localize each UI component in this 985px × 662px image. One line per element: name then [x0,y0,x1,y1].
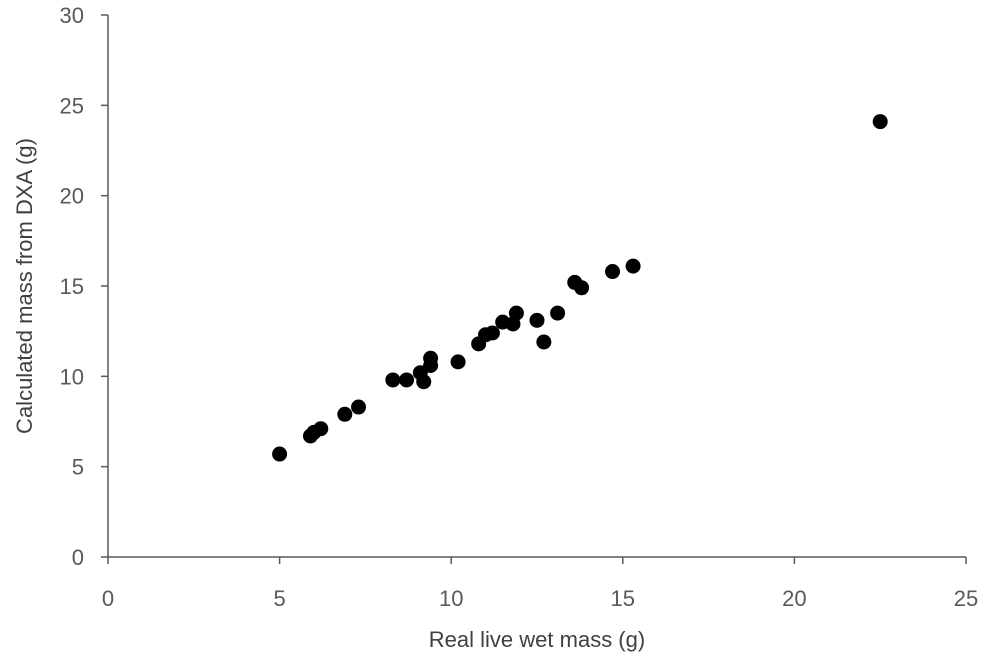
x-tick-label: 25 [954,586,978,611]
data-point [872,114,888,130]
y-tick-label: 20 [60,184,84,209]
data-point [574,280,590,296]
data-point [450,354,466,370]
data-point [423,350,439,366]
x-axis-title: Real live wet mass (g) [429,627,645,652]
x-tick-label: 5 [273,586,285,611]
y-tick-label: 10 [60,364,84,389]
data-point [313,421,329,437]
x-tick-label: 0 [102,586,114,611]
data-points [272,114,888,462]
data-point [536,334,552,350]
data-point [351,399,367,415]
data-point [625,258,641,274]
data-point [529,312,545,328]
x-tick-label: 20 [782,586,806,611]
axes [107,15,966,558]
data-point [337,406,353,422]
y-tick-label: 30 [60,3,84,28]
data-point [605,264,621,280]
y-tick-label: 0 [72,545,84,570]
y-ticks: 0 5 10 15 20 25 30 [60,3,108,570]
y-tick-label: 5 [72,455,84,480]
x-tick-label: 10 [439,586,463,611]
data-point [550,305,566,321]
data-point [484,325,500,341]
data-point [272,446,288,462]
y-tick-label: 15 [60,274,84,299]
data-point [416,374,432,390]
data-point [508,305,524,321]
y-tick-label: 25 [60,93,84,118]
x-tick-label: 15 [611,586,635,611]
x-ticks: 0 5 10 15 20 25 [102,557,978,611]
y-axis-title: Calculated mass from DXA (g) [12,138,37,434]
data-point [399,372,415,388]
data-point [385,372,401,388]
